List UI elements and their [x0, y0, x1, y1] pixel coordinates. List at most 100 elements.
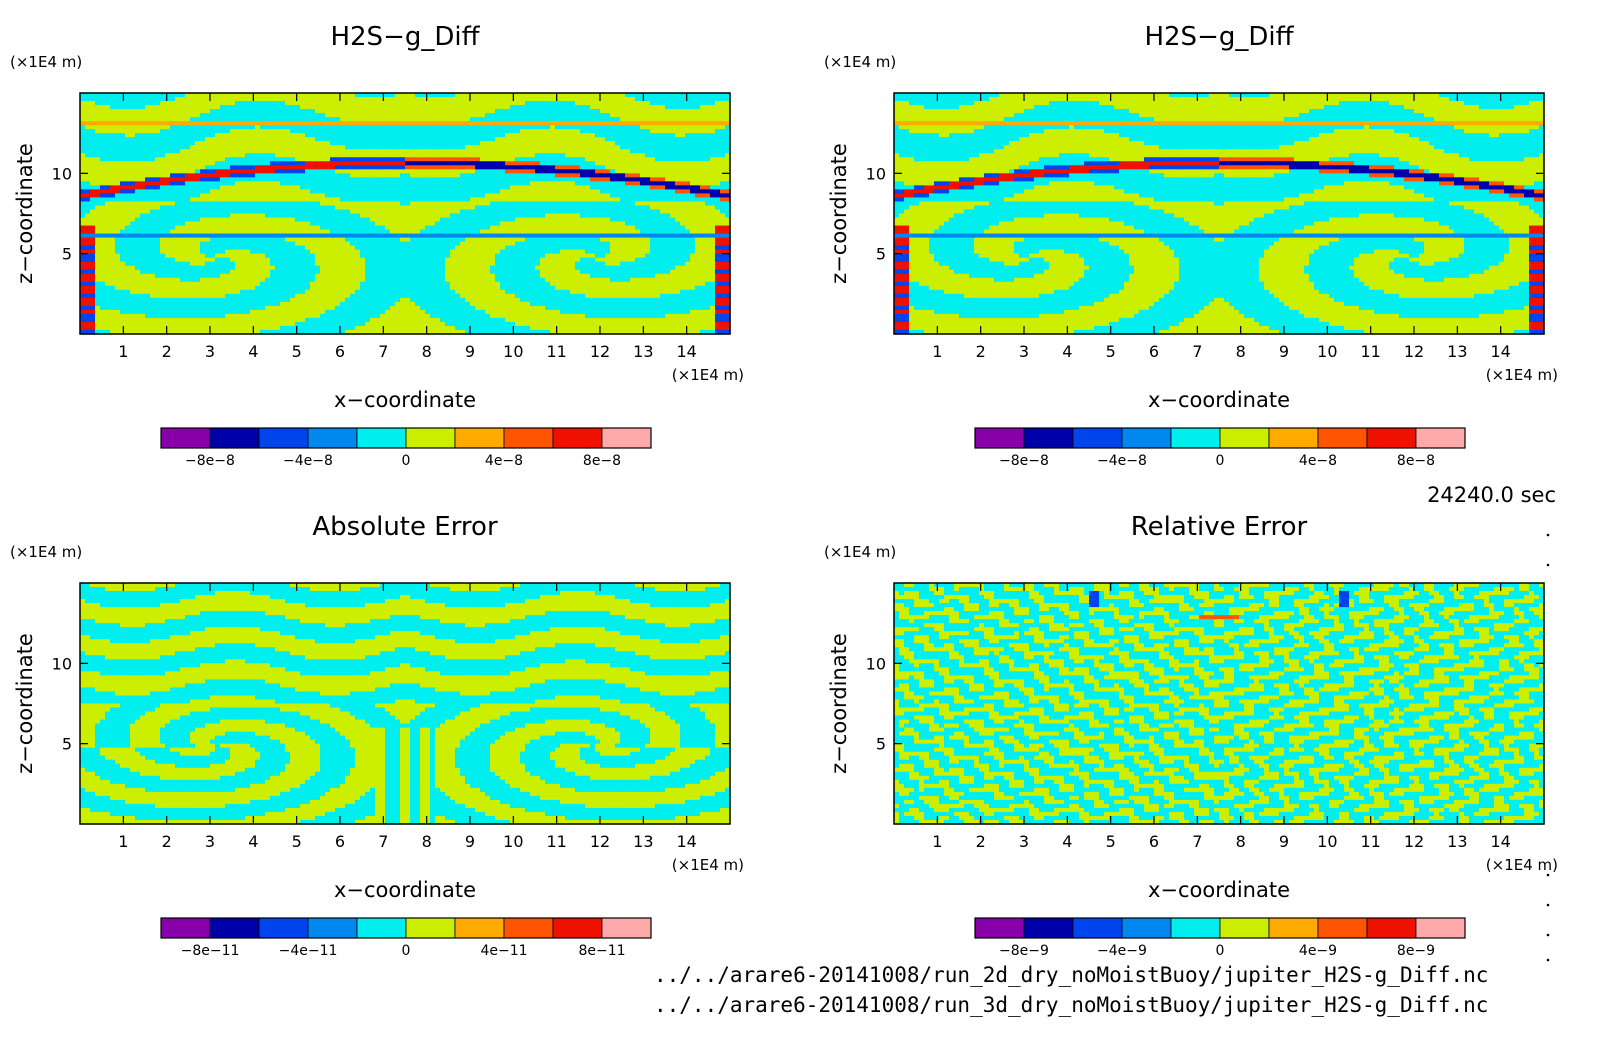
heatmap-cell — [280, 161, 286, 166]
heatmap-cell — [600, 222, 606, 227]
heatmap-cell — [665, 137, 671, 142]
heatmap-cell — [370, 165, 376, 170]
heatmap-cell — [390, 226, 396, 231]
heatmap-cell — [625, 169, 631, 174]
heatmap-cell — [595, 222, 601, 227]
heatmap-cell — [715, 129, 721, 134]
heatmap-cell — [625, 185, 631, 190]
heatmap-cell — [245, 161, 251, 166]
heatmap-cell — [170, 181, 176, 186]
heatmap-cell — [145, 145, 151, 150]
heatmap-cell — [505, 242, 511, 247]
heatmap-cell — [440, 141, 446, 146]
heatmap-cell — [495, 209, 501, 214]
heatmap-cell — [600, 161, 606, 166]
heatmap-cell — [265, 97, 271, 102]
heatmap-cell — [125, 113, 131, 118]
heatmap-cell — [380, 230, 386, 235]
heatmap-cell — [700, 149, 706, 154]
heatmap-cell — [650, 141, 656, 146]
heatmap-cell — [120, 214, 126, 219]
heatmap-cell — [135, 189, 141, 194]
heatmap-cell — [710, 193, 716, 198]
heatmap-cell — [105, 133, 111, 138]
heatmap-cell — [110, 193, 116, 198]
heatmap-cell — [320, 149, 326, 154]
heatmap-cell — [325, 226, 331, 231]
heatmap-cell — [635, 189, 641, 194]
heatmap-cell — [420, 121, 426, 126]
heatmap-cell — [610, 121, 616, 126]
heatmap-cell — [275, 193, 281, 198]
heatmap-cell — [605, 234, 611, 239]
heatmap-cell — [440, 113, 446, 118]
heatmap-cell — [195, 125, 201, 130]
heatmap-cell — [295, 185, 301, 190]
heatmap-cell — [185, 226, 191, 231]
heatmap-cell — [310, 137, 316, 142]
heatmap-cell — [425, 222, 431, 227]
heatmap-cell — [420, 234, 426, 239]
heatmap-cell — [320, 129, 326, 134]
heatmap-cell — [495, 222, 501, 227]
heatmap-cell — [225, 125, 231, 130]
heatmap-cell — [380, 234, 386, 239]
heatmap-cell — [720, 101, 726, 106]
heatmap-cell — [145, 169, 151, 174]
heatmap-cell — [185, 189, 191, 194]
heatmap-cell — [450, 101, 456, 106]
heatmap-cell — [380, 173, 386, 178]
heatmap-cell — [250, 141, 256, 146]
heatmap-cell — [500, 153, 506, 158]
heatmap-cell — [405, 222, 411, 227]
heatmap-cell — [680, 209, 686, 214]
heatmap-cell — [425, 189, 431, 194]
heatmap-cell — [580, 125, 586, 130]
heatmap-cell — [230, 153, 236, 158]
heatmap-cell — [125, 246, 131, 251]
heatmap-cell — [620, 226, 626, 231]
heatmap-cell — [340, 185, 346, 190]
heatmap-cell — [115, 214, 121, 219]
heatmap-cell — [115, 157, 121, 162]
heatmap-cell — [80, 242, 86, 247]
heatmap-cell — [560, 209, 566, 214]
heatmap-cell — [520, 141, 526, 146]
heatmap-cell — [145, 113, 151, 118]
heatmap-cell — [610, 201, 616, 206]
heatmap-cell — [380, 205, 386, 210]
heatmap-cell — [710, 230, 716, 235]
heatmap-cell — [285, 197, 291, 202]
heatmap-cell — [260, 145, 266, 150]
heatmap-cell — [175, 129, 181, 134]
heatmap-cell — [685, 189, 691, 194]
heatmap-cell — [635, 177, 641, 182]
heatmap-cell — [685, 242, 691, 247]
heatmap-cell — [650, 133, 656, 138]
heatmap-cell — [315, 234, 321, 239]
heatmap-cell — [540, 161, 546, 166]
heatmap-cell — [610, 149, 616, 154]
heatmap-cell — [80, 246, 86, 251]
heatmap-cell — [705, 149, 711, 154]
heatmap-cell — [600, 189, 606, 194]
heatmap-cell — [605, 201, 611, 206]
heatmap-cell — [510, 105, 516, 110]
heatmap-cell — [635, 121, 641, 126]
heatmap-cell — [720, 209, 726, 214]
heatmap-cell — [690, 97, 696, 102]
heatmap-cell — [315, 173, 321, 178]
heatmap-cell — [405, 113, 411, 118]
heatmap-cell — [515, 109, 521, 114]
heatmap-cell — [315, 209, 321, 214]
heatmap-cell — [570, 97, 576, 102]
heatmap-cell — [80, 185, 86, 190]
heatmap-cell — [120, 197, 126, 202]
heatmap-cell — [200, 101, 206, 106]
heatmap-cell — [705, 226, 711, 231]
heatmap-cell — [115, 161, 121, 166]
heatmap-cell — [660, 173, 666, 178]
heatmap-cell — [690, 117, 696, 122]
heatmap-cell — [350, 153, 356, 158]
heatmap-cell — [180, 145, 186, 150]
